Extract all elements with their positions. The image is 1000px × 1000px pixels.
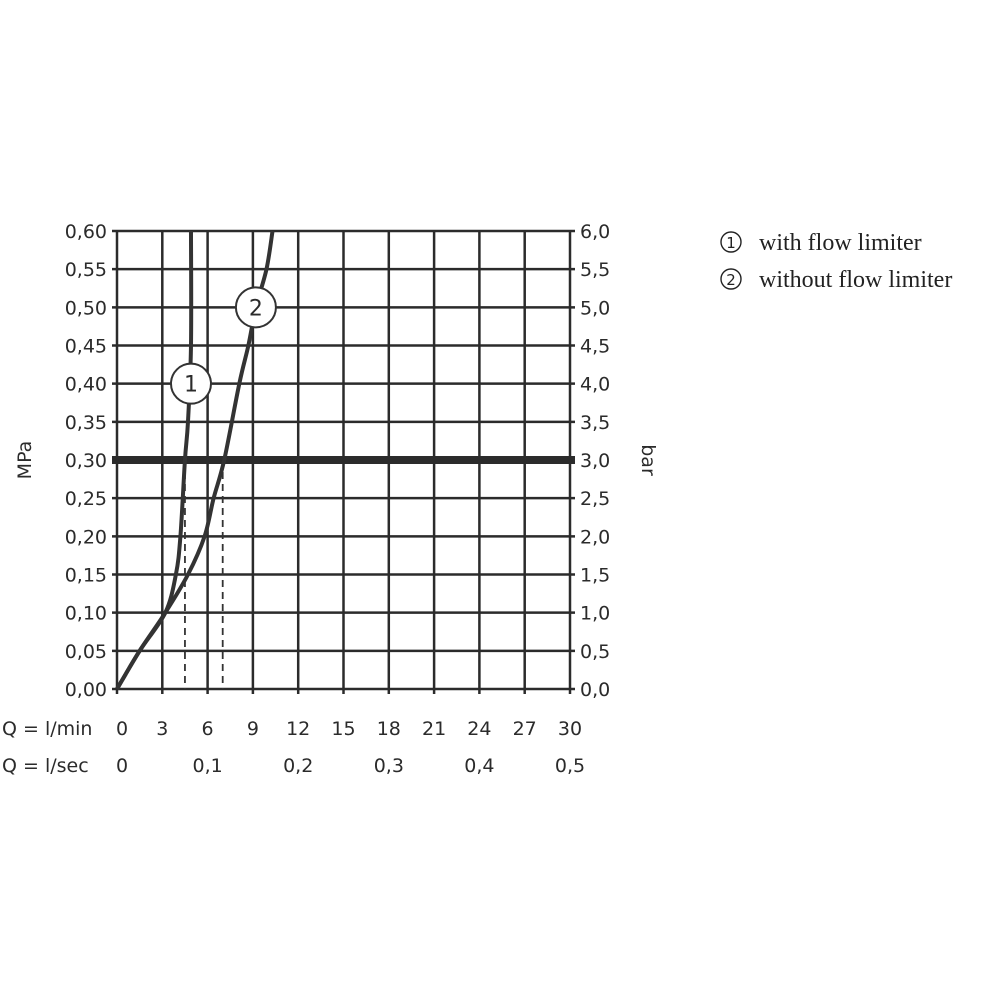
x2-tick-label: 0,2 bbox=[283, 755, 313, 777]
x2-tick-label: 0 bbox=[116, 755, 128, 777]
y-right-tick-label: 4,0 bbox=[580, 374, 610, 396]
y-tick-label: 0,40 bbox=[65, 374, 107, 396]
series-marker-circle-2 bbox=[234, 286, 277, 329]
x-tick-label: 3 bbox=[156, 718, 168, 740]
y-right-tick-label: 0,0 bbox=[580, 679, 610, 701]
y-right-tick-label: 2,0 bbox=[580, 526, 610, 548]
legend-symbol: 2 bbox=[726, 271, 736, 289]
y-tick-label: 0,15 bbox=[65, 565, 107, 587]
x-axis-title: Q = l/min bbox=[2, 718, 92, 740]
y-tick-label: 0,35 bbox=[65, 412, 107, 434]
x-tick-label: 0 bbox=[116, 718, 128, 740]
y-right-tick-label: 2,5 bbox=[580, 488, 610, 510]
y-right-tick-label: 6,0 bbox=[580, 221, 610, 243]
series-marker-label-1: 1 bbox=[184, 373, 198, 398]
y-right-tick-label: 1,0 bbox=[580, 603, 610, 625]
x-tick-label: 24 bbox=[467, 718, 491, 740]
y-tick-label: 0,60 bbox=[65, 221, 107, 243]
y-tick-label: 0,30 bbox=[65, 450, 107, 472]
y-right-tick-label: 3,5 bbox=[580, 412, 610, 434]
x-tick-label: 9 bbox=[247, 718, 259, 740]
y-right-tick-label: 3,0 bbox=[580, 450, 610, 472]
x2-tick-label: 0,3 bbox=[374, 755, 404, 777]
x-tick-label: 12 bbox=[286, 718, 310, 740]
x-tick-label: 27 bbox=[513, 718, 537, 740]
y-tick-label: 0,05 bbox=[65, 641, 107, 663]
series-marker-label-2: 2 bbox=[249, 296, 263, 321]
y-right-tick-label: 1,5 bbox=[580, 565, 610, 587]
x-tick-label: 18 bbox=[377, 718, 401, 740]
x-tick-label: 30 bbox=[558, 718, 582, 740]
legend-symbol: 1 bbox=[726, 234, 736, 252]
x-tick-label: 15 bbox=[331, 718, 355, 740]
x-tick-label: 21 bbox=[422, 718, 446, 740]
x-tick-label: 6 bbox=[202, 718, 214, 740]
x2-axis-title: Q = l/sec bbox=[2, 755, 89, 777]
x2-tick-label: 0,1 bbox=[192, 755, 222, 777]
y-right-tick-label: 0,5 bbox=[580, 641, 610, 663]
y-tick-label: 0,45 bbox=[65, 336, 107, 358]
x2-tick-label: 0,5 bbox=[555, 755, 585, 777]
y-right-tick-label: 4,5 bbox=[580, 336, 610, 358]
y-tick-label: 0,55 bbox=[65, 259, 107, 281]
y-tick-label: 0,10 bbox=[65, 603, 107, 625]
y-tick-label: 0,20 bbox=[65, 526, 107, 548]
y-axis-title: MPa bbox=[14, 441, 36, 480]
y-tick-label: 0,50 bbox=[65, 297, 107, 319]
legend-item: without flow limiter bbox=[759, 267, 952, 293]
y-right-tick-label: 5,5 bbox=[580, 259, 610, 281]
y-right-tick-label: 5,0 bbox=[580, 297, 610, 319]
y-tick-label: 0,25 bbox=[65, 488, 107, 510]
legend-symbol-circle bbox=[720, 231, 742, 253]
x2-tick-label: 0,4 bbox=[464, 755, 494, 777]
legend-item: with flow limiter bbox=[759, 230, 922, 256]
legend-symbol-circle bbox=[720, 268, 742, 290]
series-marker-circle-1 bbox=[169, 362, 212, 405]
y-tick-label: 0,00 bbox=[65, 679, 107, 701]
y-right-axis-title: bar bbox=[637, 444, 659, 476]
